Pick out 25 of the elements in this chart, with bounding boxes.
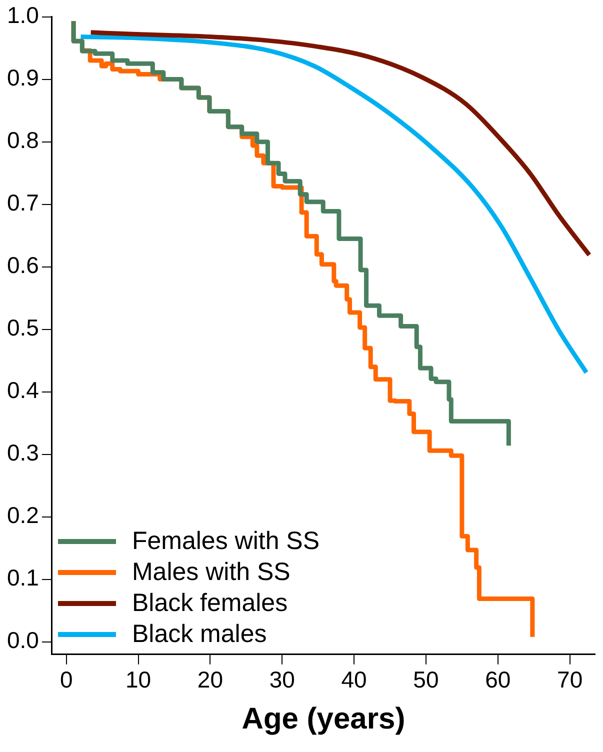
x-tick-label: 40 xyxy=(341,666,367,693)
y-tick-label: 0.9 xyxy=(6,64,39,91)
y-tick-label: 0.5 xyxy=(6,314,39,341)
y-tick-label: 1.0 xyxy=(6,2,39,28)
x-tick-label: 10 xyxy=(125,666,152,693)
line-series xyxy=(88,30,592,258)
x-tick-label: 0 xyxy=(60,666,73,693)
x-axis-title: Age (years) xyxy=(242,702,406,736)
y-tick-label: 0.4 xyxy=(6,377,40,404)
y-tick-label: 0.6 xyxy=(6,252,39,278)
legend-label: Black females xyxy=(132,589,288,618)
legend-label: Black males xyxy=(132,620,267,650)
y-tick-label: 0.8 xyxy=(6,127,39,154)
legend-label: Females with SS xyxy=(132,527,320,556)
x-tick-label: 70 xyxy=(557,666,583,693)
y-tick-label: 0.0 xyxy=(6,627,39,654)
legend-label: Males with SS xyxy=(132,558,290,588)
y-tick-label: 0.3 xyxy=(6,440,39,466)
x-tick-label: 30 xyxy=(269,666,295,693)
x-tick-label: 60 xyxy=(485,666,511,693)
x-tick-label: 50 xyxy=(413,666,439,693)
y-tick-label: 0.7 xyxy=(6,190,39,216)
x-tick-label: 20 xyxy=(197,666,224,693)
y-tick-label: 0.1 xyxy=(6,564,39,591)
y-tick-label: 0.2 xyxy=(6,502,39,528)
